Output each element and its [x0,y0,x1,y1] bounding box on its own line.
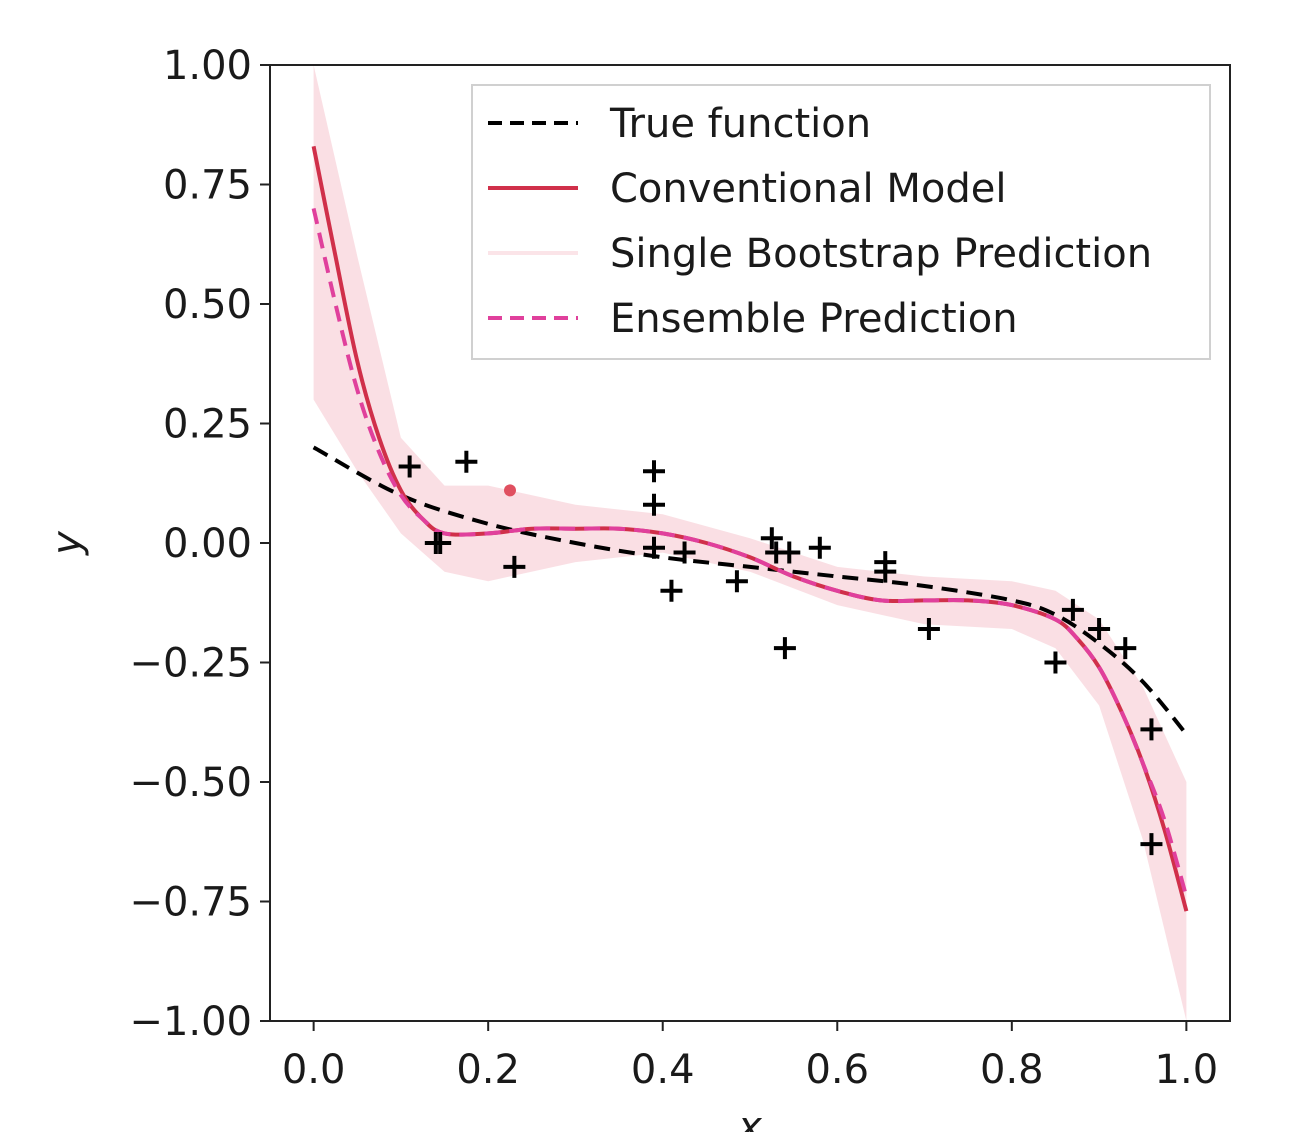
data-point [778,541,801,564]
y-tick-label: 0.25 [163,402,252,448]
legend-label-ensemble: Ensemble Prediction [610,296,1018,342]
series-line-layer [311,145,1189,912]
y-tick-label: −0.50 [129,760,252,806]
data-point [1114,637,1137,660]
x-tick-label: 0.8 [980,1047,1044,1093]
bootstrap-band-layer [313,65,1187,1021]
data-point [760,527,783,550]
data-point [917,618,940,641]
data-point [429,532,452,554]
y-tick-label: 1.00 [163,43,252,89]
x-axis-label: x [736,1104,762,1132]
data-point [1061,598,1084,621]
legend-label-conventional-model: Conventional Model [610,166,1006,212]
data-point [643,493,665,516]
y-tick-label: 0.00 [163,521,252,567]
legend: True function Conventional Model Single … [471,84,1211,360]
y-axis-label: y [44,530,90,556]
y-tick-label: −1.00 [129,999,252,1045]
x-tick-label: 0.4 [631,1047,695,1093]
data-point [773,637,796,660]
data-point [1140,833,1163,856]
data-point [1044,651,1067,674]
highlight-point [504,484,516,497]
data-point-layer [398,450,1163,856]
data-point [643,536,665,559]
x-tick-label: 1.0 [1155,1047,1219,1093]
y-tick-label: −0.25 [129,641,252,687]
data-point [455,450,478,473]
legend-label-true-function: True function [609,101,871,147]
data-point [643,460,665,483]
data-point [1088,618,1111,641]
x-tick-label: 0.2 [456,1047,520,1093]
data-point [673,541,696,564]
data-point [808,536,831,559]
x-tick-label: 0.6 [805,1047,869,1093]
series-line-ensemble-prediction [311,207,1189,898]
y-axis-ticks: 1.00 0.75 0.50 0.25 0.00 −0.25 −0.50 −0.75 −1.00 [129,43,270,1045]
x-axis-ticks: 0.0 0.2 0.4 0.6 0.8 1.0 [282,1021,1218,1093]
x-tick-label: 0.0 [282,1047,346,1093]
data-point [725,570,748,593]
bootstrap-band [313,65,1187,1021]
y-tick-label: 0.50 [163,282,252,328]
data-point [398,455,421,478]
data-point [503,555,526,578]
legend-label-single-bootstrap: Single Bootstrap Prediction [610,231,1152,277]
data-point [660,579,683,602]
data-point [874,560,897,583]
y-tick-label: −0.75 [129,880,252,926]
y-tick-label: 0.75 [163,163,252,209]
legend-box [471,84,1211,360]
data-point [1140,718,1163,741]
series-line-true-function [312,445,1188,736]
